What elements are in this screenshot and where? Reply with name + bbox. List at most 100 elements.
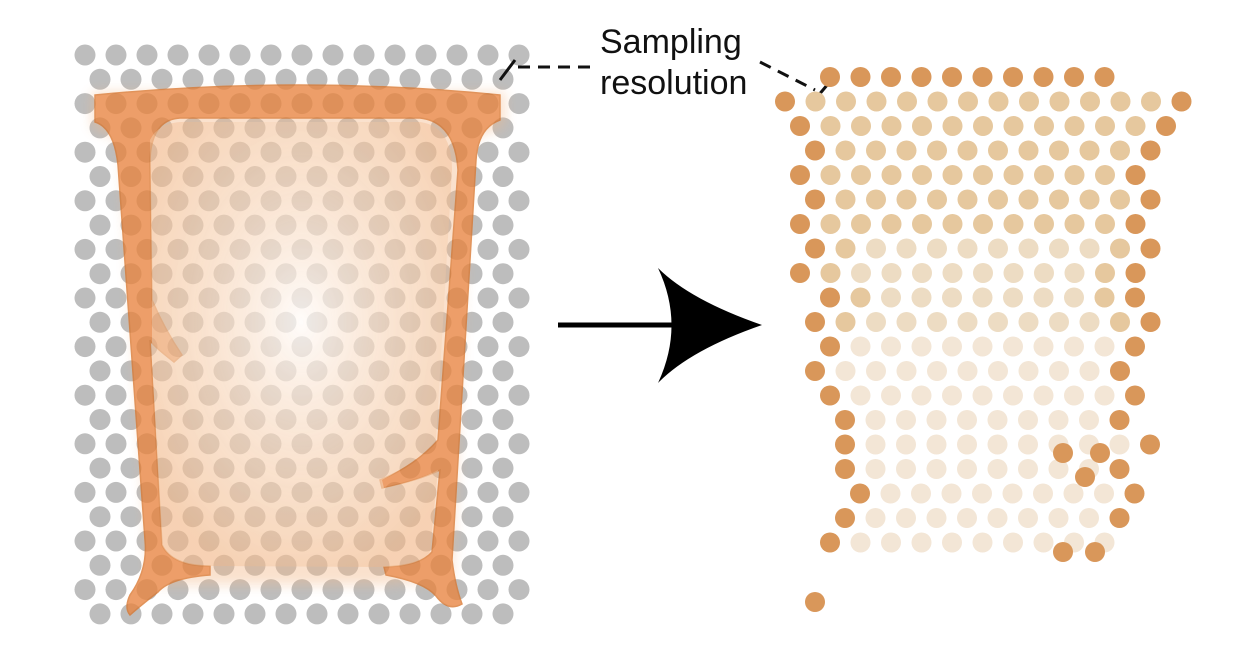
- sampled-spot: [1003, 165, 1024, 185]
- sampled-spot: [896, 312, 917, 332]
- grid-dot: [213, 68, 235, 90]
- sampled-spot: [1064, 385, 1084, 406]
- sampled-spot: [1125, 165, 1146, 185]
- sampled-spot: [1033, 67, 1054, 87]
- grid-dot: [461, 554, 483, 576]
- sampled-spot: [851, 116, 871, 136]
- grid-dot: [508, 93, 530, 115]
- sampled-spot: [805, 238, 825, 259]
- grid-dot: [477, 44, 499, 66]
- grid-dot: [368, 68, 390, 90]
- sampled-spot: [896, 140, 917, 161]
- grid-dot: [384, 44, 406, 66]
- sampled-spot: [987, 434, 1008, 455]
- grid-dot: [89, 360, 111, 382]
- grid-dot: [430, 603, 452, 625]
- sampled-spot: [865, 410, 886, 430]
- sampled-spot: [1094, 483, 1114, 504]
- left-panel: [74, 44, 530, 625]
- sampled-spot: [912, 214, 932, 234]
- grid-dot: [74, 287, 96, 309]
- grid-dot: [461, 603, 483, 625]
- grid-dot: [430, 68, 452, 90]
- sampled-spot: [1110, 361, 1130, 381]
- sampled-spot: [1140, 434, 1160, 455]
- grid-dot: [120, 554, 142, 576]
- grid-dot: [446, 44, 468, 66]
- sampled-spot: [973, 214, 993, 234]
- sampled-spot: [927, 312, 947, 332]
- sampled-spot: [957, 238, 978, 259]
- sampled-spot: [835, 140, 856, 161]
- grid-dot: [89, 214, 111, 236]
- sampled-spot: [1079, 508, 1099, 528]
- sampled-spot: [942, 287, 962, 308]
- sampled-spot: [1125, 116, 1146, 136]
- grid-dot: [89, 409, 111, 430]
- grid-dot: [477, 384, 499, 406]
- sampled-spot: [866, 361, 886, 381]
- grid-dot: [105, 384, 127, 406]
- grid-dot: [306, 603, 328, 625]
- grid-dot: [136, 44, 158, 66]
- grid-dot: [399, 68, 421, 90]
- grid-dot: [492, 311, 514, 333]
- sampled-spot: [957, 434, 977, 455]
- sampled-spot: [988, 238, 1008, 259]
- sampled-spot: [1003, 385, 1023, 406]
- sampled-spot: [881, 263, 902, 283]
- grid-dot: [337, 68, 359, 90]
- grid-dot: [74, 93, 96, 115]
- grid-dot: [291, 44, 313, 66]
- sampled-spot: [1033, 287, 1054, 308]
- sampled-spot: [1095, 214, 1115, 234]
- sampled-spot: [1079, 140, 1100, 161]
- grid-dot: [229, 44, 251, 66]
- sampled-spot: [987, 508, 1008, 528]
- grid-dot: [275, 603, 297, 625]
- sampled-spot: [941, 483, 962, 504]
- grid-dot: [492, 457, 514, 479]
- sampled-spot: [927, 361, 947, 381]
- grid-dot: [89, 506, 111, 528]
- grid-dot: [492, 360, 514, 382]
- sampled-spot: [957, 140, 978, 161]
- sampled-spot: [836, 91, 856, 112]
- sampled-spot: [1124, 483, 1145, 504]
- sampled-spot: [988, 312, 1008, 332]
- sampled-spot: [1049, 361, 1069, 381]
- sampled-spot: [820, 532, 840, 553]
- sampled-spot: [820, 263, 841, 283]
- sampled-spots: [775, 67, 1192, 612]
- grid-dot: [477, 141, 499, 163]
- sampled-spot: [1171, 91, 1192, 112]
- sampled-spot: [972, 385, 993, 406]
- sampled-spot: [805, 361, 825, 381]
- sampled-spot: [1110, 238, 1130, 259]
- grid-dot: [244, 68, 266, 90]
- grid-dot: [120, 506, 142, 528]
- sampled-spot: [835, 189, 856, 210]
- sampled-spot: [1079, 189, 1100, 210]
- sampled-spot: [850, 336, 871, 357]
- leader-line-right: [759, 60, 816, 92]
- sampled-spot: [1033, 483, 1053, 504]
- sampled-spot: [835, 508, 855, 528]
- grid-dot: [508, 384, 530, 406]
- sampled-spot: [1034, 263, 1054, 283]
- sampled-spot: [1034, 165, 1054, 185]
- sampled-spot: [972, 67, 993, 87]
- sampled-spot: [1048, 459, 1069, 479]
- sampled-spot: [1064, 67, 1084, 87]
- sampled-spot: [1094, 67, 1115, 87]
- grid-dot: [182, 68, 204, 90]
- sampled-spot: [850, 532, 871, 553]
- sampled-spot: [897, 91, 917, 112]
- sampled-spot: [1125, 287, 1145, 308]
- sampled-spot: [1049, 312, 1069, 332]
- sampled-spot: [988, 91, 1009, 112]
- sampled-spot: [1033, 532, 1054, 553]
- sampled-spot: [973, 165, 993, 185]
- grid-dot: [105, 579, 127, 601]
